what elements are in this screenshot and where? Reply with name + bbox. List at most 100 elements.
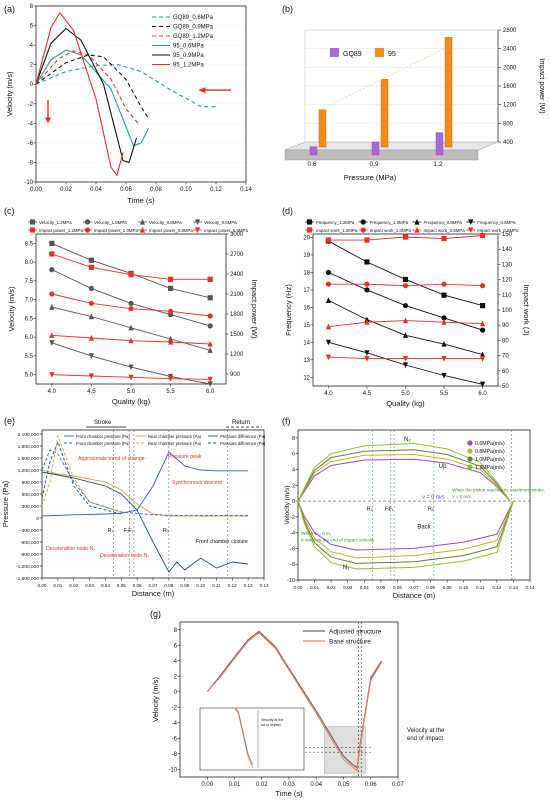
d-data-marker — [364, 287, 370, 293]
d-data-marker — [441, 356, 447, 362]
e-xtick-label: 0.04 — [101, 583, 110, 588]
g-xtick-label: 0.03 — [283, 782, 295, 788]
b-ytick-label: 1600 — [503, 84, 517, 90]
d-ytick-label: 18 — [303, 270, 310, 276]
f-series-line — [297, 458, 511, 502]
b-ytick-label: 800 — [503, 121, 514, 127]
c-data-marker — [207, 381, 213, 388]
d-data-marker — [441, 340, 447, 347]
b-bar-gq89 — [435, 132, 444, 156]
c-xtick-label: 4.5 — [87, 389, 96, 395]
e-legend-label: Rear chamber pressure (Pa) — [148, 434, 202, 439]
c-data-marker — [207, 347, 213, 353]
a-arrow-head — [198, 87, 206, 94]
g-xtick-label: 0.02 — [256, 782, 268, 788]
g-ytick-label: 0 — [174, 690, 178, 696]
g-xtick-label: 0.07 — [392, 782, 404, 788]
c-data-marker — [207, 313, 213, 319]
a-ytick-label: -4 — [28, 121, 34, 127]
d-data-marker — [479, 356, 486, 362]
d-data-marker — [441, 292, 447, 298]
d-right-ytick-label: 130 — [502, 262, 513, 268]
e-legend-label: Pressure difference (Pa) — [220, 434, 266, 439]
g-inset-annotation: nd of impact — [261, 723, 281, 727]
f-series-line — [297, 500, 514, 570]
d-data-marker — [402, 283, 409, 289]
a-legend-label: GQ89_0.9MPa — [173, 25, 214, 31]
d-data-marker — [364, 319, 370, 325]
d-data-marker — [441, 235, 447, 242]
c-right-ytick-label: 1500 — [230, 332, 244, 338]
c-data-marker — [167, 338, 174, 345]
f-ytick-label: -8 — [290, 562, 295, 568]
d-y-axis-title: Frequency (Hz) — [284, 284, 293, 336]
g-ytick-label: -10 — [168, 767, 177, 773]
f-legend-label: 1.2MPa(m/s) — [475, 465, 505, 471]
f-ytick-label: -2 — [290, 515, 295, 521]
c-xtick-label: 5.0 — [127, 389, 136, 395]
a-series-line — [35, 54, 149, 119]
e-ytick-label: 1,500,000 — [18, 456, 40, 462]
e-ytick-label: 0 — [36, 516, 39, 522]
c-data-marker — [128, 374, 134, 381]
c-data-marker — [207, 295, 213, 301]
d-ytick-label: 14 — [303, 340, 310, 346]
b-bar-gq89 — [309, 146, 318, 156]
c-legend-marker — [194, 227, 201, 234]
f-xtick-label: 0.05 — [376, 585, 385, 590]
d-data-marker — [325, 237, 332, 243]
g-inset-frame — [199, 707, 305, 771]
f-xtick-label: 0.12 — [492, 585, 501, 590]
b-xtick-label: 0.6 — [307, 161, 316, 168]
d-series-line — [328, 299, 483, 356]
e-reference-label: R₂ — [163, 528, 169, 534]
c-data-marker — [88, 257, 95, 263]
g-ytick-label: 2 — [174, 674, 178, 680]
e-annotation: Deceleration node N₂ — [100, 553, 149, 559]
d-data-marker — [325, 281, 332, 287]
a-xtick-label: 0.06 — [120, 187, 132, 193]
c-legend-label: Impact power_1.0MPa — [94, 228, 138, 233]
b-ytick-label: 400 — [503, 140, 514, 146]
a-legend-label: 95_0.9MPa — [173, 53, 204, 59]
e-xtick-label: 0.10 — [196, 583, 205, 588]
g-xtick-label: 0.06 — [365, 782, 377, 788]
e-ytick-label: -300,000 — [20, 528, 39, 534]
e-annotation: Synchronous descent — [172, 480, 222, 486]
panel-label-d: (d) — [282, 206, 293, 216]
e-ytick-label: 900,000 — [22, 480, 40, 486]
f-annotation: N₁ — [343, 565, 349, 571]
e-ytick-label: 1,800,000 — [18, 444, 40, 450]
e-xtick-label: 0.01 — [53, 583, 62, 588]
g-ytick-label: 6 — [174, 643, 178, 649]
a-y-axis-title: Velocity (m/s) — [5, 71, 14, 117]
e-ytick-label: 2,100,000 — [18, 432, 40, 438]
g-annotation: Velocity at the — [407, 728, 445, 734]
d-data-marker — [364, 350, 370, 356]
a-ytick-label: 8 — [30, 4, 34, 10]
e-xtick-label: 0.13 — [244, 583, 253, 588]
a-legend-label: GQ89_0.6MPa — [173, 15, 214, 21]
d-right-ytick-label: 140 — [502, 247, 513, 253]
d-legend-marker — [306, 219, 313, 225]
d-right-ytick-label: 120 — [502, 278, 513, 284]
c-right-ytick-label: 2700 — [230, 252, 244, 258]
c-data-marker — [49, 240, 55, 246]
g-xtick-label: 0.01 — [229, 782, 241, 788]
c-data-marker — [49, 251, 55, 257]
d-legend-marker — [468, 219, 474, 226]
a-xtick-label: 0.10 — [180, 187, 192, 193]
f-legend-marker — [467, 456, 473, 462]
a-xtick-label: 0.00 — [30, 187, 42, 193]
f-annotation: When L = 0 m, — [301, 531, 331, 536]
e-ytick-label: -900,000 — [20, 552, 39, 558]
c-y2-axis-title: Impact power (W) — [250, 279, 259, 339]
e-ytick-label: 1,200,000 — [18, 468, 40, 474]
d-legend-marker — [360, 227, 366, 233]
e-reference-label: R₁ — [107, 528, 113, 534]
e-reference-label: F₂ — [123, 528, 129, 534]
e-ytick-label: 600,000 — [22, 492, 40, 498]
b-legend-swatch — [375, 48, 384, 57]
e-xtick-label: 0.07 — [149, 583, 158, 588]
